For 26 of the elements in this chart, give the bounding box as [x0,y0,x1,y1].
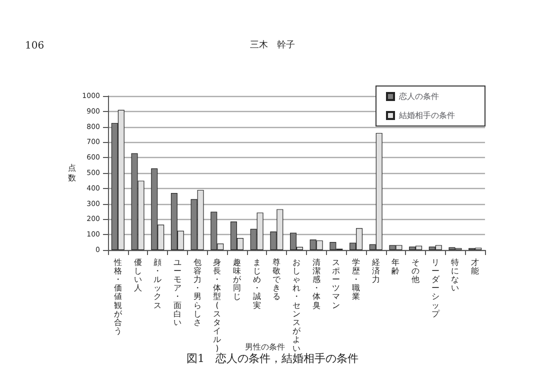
x-tick-label: 才能 [471,258,480,276]
category-label: 身長・体型(スタイル) [213,258,222,353]
x-tick-label: リーダーシップ [431,258,440,318]
x-tick-label: 特にない [451,258,460,293]
x-tick-label: 趣味が同じ [232,258,242,302]
y-axis-title: 点数 [68,164,76,182]
x-tick-label: 優しい人 [134,258,142,293]
x-tick-label: まじめ・誠実 [252,258,261,310]
x-tick-label: 清潔感・体臭 [312,258,320,310]
legend-label: 結婚相手の条件 [398,111,455,120]
x-tick-label: 尊敬できる [272,258,282,302]
category-label: おしゃれ・センスがよい [292,258,300,353]
x-tick-label: 経済力 [370,258,380,284]
legend-label: 恋人の条件 [398,92,439,101]
text: 106 [25,40,44,52]
x-tick-label: 学歴・職業 [352,258,360,302]
x-axis-title: 男性の条件 [245,342,285,352]
x-tick-label: ユーモア・面白い [173,258,182,327]
text: 三木 幹子 [250,40,295,50]
category-label: 性格・価値観が合う [114,258,122,336]
x-tick-label: その他 [412,258,420,284]
text: 図1 恋人の条件，結婚相手の条件 [186,352,358,365]
x-tick-label: 年齢 [392,258,400,276]
x-tick-label: 顔・ルックス [154,258,162,310]
x-tick-label: 包容力・男らしさ [193,258,202,327]
x-tick-label: スポーツマン [332,258,340,310]
